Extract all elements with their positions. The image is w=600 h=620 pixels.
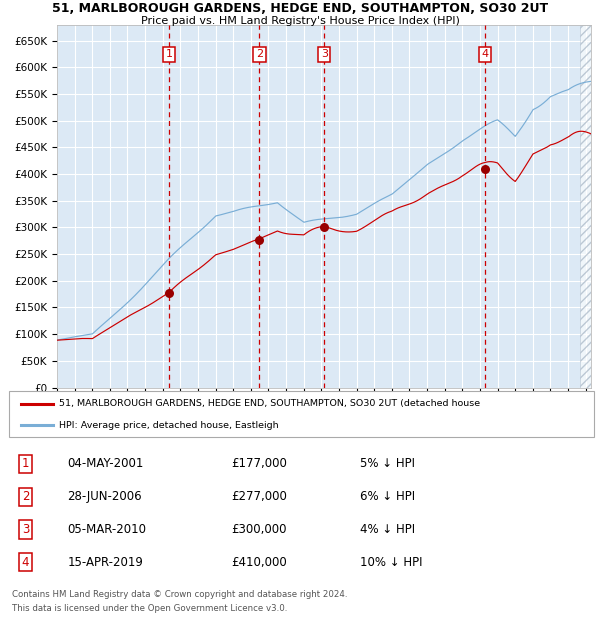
Text: 2: 2 — [256, 49, 263, 59]
Text: 51, MARLBOROUGH GARDENS, HEDGE END, SOUTHAMPTON, SO30 2UT: 51, MARLBOROUGH GARDENS, HEDGE END, SOUT… — [52, 2, 548, 15]
Text: 28-JUN-2006: 28-JUN-2006 — [67, 490, 142, 503]
Text: 15-APR-2019: 15-APR-2019 — [67, 556, 143, 569]
Text: 4: 4 — [482, 49, 488, 59]
Text: 1: 1 — [22, 458, 29, 471]
FancyBboxPatch shape — [9, 391, 594, 437]
Text: 05-MAR-2010: 05-MAR-2010 — [67, 523, 146, 536]
Text: 51, MARLBOROUGH GARDENS, HEDGE END, SOUTHAMPTON, SO30 2UT (detached house: 51, MARLBOROUGH GARDENS, HEDGE END, SOUT… — [59, 399, 480, 408]
Text: 2: 2 — [22, 490, 29, 503]
Text: 4: 4 — [22, 556, 29, 569]
Text: £410,000: £410,000 — [232, 556, 287, 569]
Text: £177,000: £177,000 — [232, 458, 287, 471]
Text: 3: 3 — [22, 523, 29, 536]
Text: HPI: Average price, detached house, Eastleigh: HPI: Average price, detached house, East… — [59, 421, 278, 430]
Text: 1: 1 — [166, 49, 172, 59]
Text: Price paid vs. HM Land Registry's House Price Index (HPI): Price paid vs. HM Land Registry's House … — [140, 16, 460, 25]
Text: £300,000: £300,000 — [232, 523, 287, 536]
Text: 6% ↓ HPI: 6% ↓ HPI — [360, 490, 415, 503]
Text: 4% ↓ HPI: 4% ↓ HPI — [360, 523, 415, 536]
Text: 04-MAY-2001: 04-MAY-2001 — [67, 458, 144, 471]
Text: 10% ↓ HPI: 10% ↓ HPI — [360, 556, 422, 569]
Text: 3: 3 — [321, 49, 328, 59]
Text: Contains HM Land Registry data © Crown copyright and database right 2024.: Contains HM Land Registry data © Crown c… — [12, 590, 347, 600]
Text: 5% ↓ HPI: 5% ↓ HPI — [360, 458, 415, 471]
Text: This data is licensed under the Open Government Licence v3.0.: This data is licensed under the Open Gov… — [12, 604, 287, 613]
Text: £277,000: £277,000 — [232, 490, 287, 503]
